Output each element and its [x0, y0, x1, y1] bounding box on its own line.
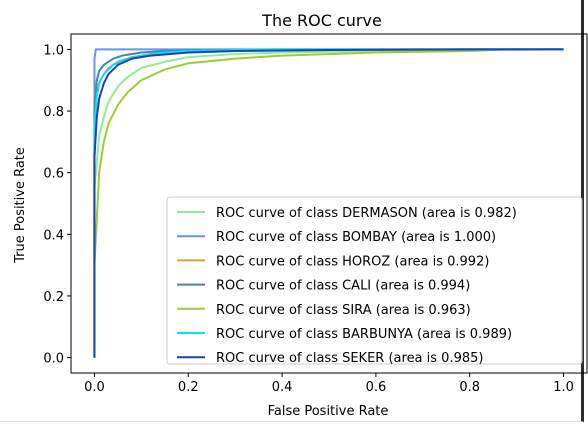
- legend-entry-label: ROC curve of class SEKER (area is 0.985): [216, 351, 483, 366]
- series-line-6: [93, 48, 564, 358]
- legend: ROC curve of class DERMASON (area is 0.9…: [166, 196, 583, 366]
- series-line-1: [93, 48, 564, 358]
- legend-entry-label: ROC curve of class BARBUNYA (area is 0.9…: [216, 327, 512, 342]
- x-tick-label: 1.0: [553, 380, 574, 395]
- x-tick-label: 0.2: [178, 380, 199, 395]
- y-tick-label: 0.4: [43, 228, 64, 243]
- y-tick-label: 0.0: [43, 352, 64, 367]
- legend-entry-label: ROC curve of class HOROZ (area is 0.992): [216, 254, 489, 269]
- ticks: 0.0 0.2 0.4 0.6 0.8 1.0 0.0 0.2 0.4 0.6 0.8 1.0: [43, 43, 574, 395]
- legend-box: [166, 196, 583, 365]
- legend-entry-label: ROC curve of class SIRA (area is 0.963): [216, 303, 471, 318]
- y-tick-label: 0.2: [43, 290, 64, 305]
- y-tick-label: 0.8: [43, 105, 64, 120]
- axes-frame: [70, 33, 588, 374]
- y-tick-label: 0.6: [43, 167, 64, 182]
- series-line-5: [93, 48, 564, 358]
- chart-title: The ROC curve: [261, 11, 382, 30]
- y-tick-label: 1.0: [43, 43, 64, 58]
- plot-area: [93, 48, 564, 358]
- legend-entry-label: ROC curve of class DERMASON (area is 0.9…: [216, 206, 517, 221]
- x-tick-label: 0.6: [366, 380, 387, 395]
- legend-entry-label: ROC curve of class BOMBAY (area is 1.000…: [216, 230, 496, 245]
- x-tick-label: 0.8: [459, 380, 480, 395]
- x-axis-label: False Positive Rate: [268, 404, 389, 419]
- x-tick-label: 0.4: [272, 380, 293, 395]
- x-tick-label: 0.0: [84, 380, 105, 395]
- legend-entry-label: ROC curve of class CALI (area is 0.994): [216, 279, 470, 294]
- series-line-7: [93, 48, 564, 358]
- y-axis-label: True Positive Rate: [13, 147, 28, 264]
